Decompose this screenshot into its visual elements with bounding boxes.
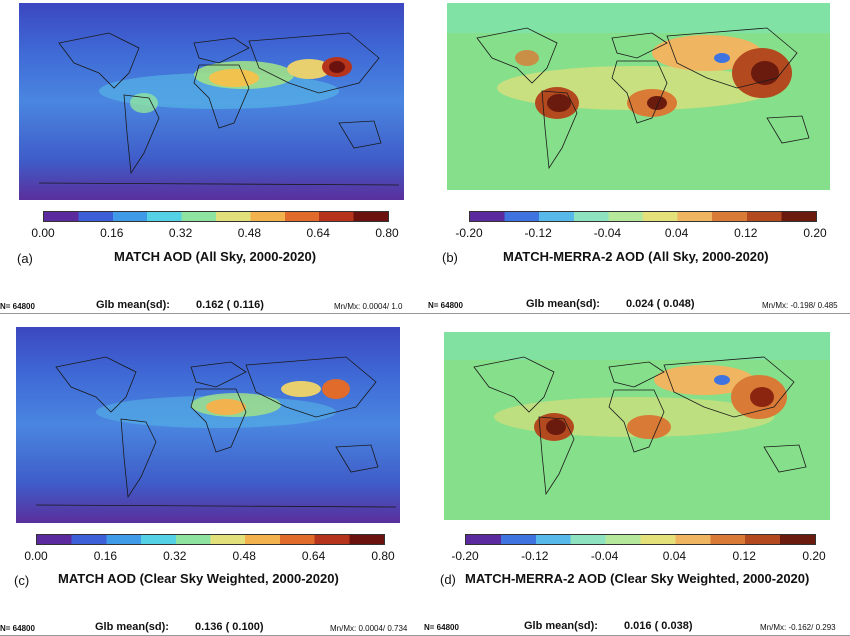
tick-label: 0.80 [375, 226, 399, 240]
sample-count: N= 64800 [0, 624, 35, 633]
panel-letter: (b) [442, 250, 458, 265]
tick-label: 0.80 [371, 549, 395, 563]
tick-label: 0.16 [93, 549, 118, 563]
map-c [16, 327, 400, 523]
panel-letter: (a) [17, 251, 33, 266]
tick-label: 0.64 [306, 226, 330, 240]
aod-map-a [19, 3, 404, 200]
map-a [19, 3, 404, 200]
tick-label: 0.32 [163, 549, 187, 563]
colorbar-ticks-c: 0.00 0.16 0.32 0.48 0.64 0.80 [24, 549, 394, 565]
tick-label: 0.16 [100, 226, 124, 240]
colorbar-b [469, 211, 817, 222]
global-mean-value: 0.024 ( 0.048) [626, 298, 695, 310]
aod-map-c [16, 327, 400, 523]
aod-difference-map-d [444, 332, 830, 520]
tick-label: 0.00 [24, 549, 48, 563]
global-mean-value: 0.136 ( 0.100) [195, 621, 264, 633]
panel-title: MATCH AOD (All Sky, 2000-2020) [114, 249, 317, 264]
tick-label: -0.20 [455, 226, 483, 240]
min-max: Mn/Mx: -0.162/ 0.293 [760, 623, 836, 632]
min-max: Mn/Mx: 0.0004/ 1.0 [334, 302, 403, 311]
tick-label: 0.00 [31, 226, 55, 240]
tick-label: 0.32 [168, 226, 193, 240]
panel-title: MATCH AOD (Clear Sky Weighted, 2000-2020… [58, 571, 339, 586]
colorbar-ticks-a: 0.00 0.16 0.32 0.48 0.64 0.80 [31, 226, 398, 242]
map-b [447, 3, 830, 190]
sample-count: N= 64800 [428, 301, 463, 310]
tick-label: 0.04 [662, 549, 687, 563]
global-mean-label: Glb mean(sd): [96, 299, 170, 311]
tick-label: -0.04 [593, 226, 622, 240]
global-mean-label: Glb mean(sd): [526, 298, 600, 310]
tick-label: -0.12 [524, 226, 552, 240]
aod-difference-map-b [447, 3, 830, 190]
tick-label: 0.04 [664, 226, 689, 240]
tick-label: 0.48 [232, 549, 256, 563]
tick-label: 0.20 [803, 226, 827, 240]
colorbar-a [43, 211, 389, 222]
panel-title: MATCH-MERRA-2 AOD (All Sky, 2000-2020) [503, 249, 769, 264]
sample-count: N= 64800 [424, 623, 459, 632]
min-max: Mn/Mx: -0.198/ 0.485 [762, 301, 838, 310]
stats-row-c: N= 64800 Glb mean(sd): 0.136 ( 0.100) Mn… [0, 621, 420, 635]
panel-letter: (d) [440, 572, 456, 587]
global-mean-label: Glb mean(sd): [95, 621, 169, 633]
min-max: Mn/Mx: 0.0004/ 0.734 [330, 624, 408, 633]
stats-row-b: N= 64800 Glb mean(sd): 0.024 ( 0.048) Mn… [420, 298, 850, 312]
tick-label: -0.04 [590, 549, 619, 563]
tick-label: 0.12 [732, 549, 756, 563]
tick-label: 0.48 [237, 226, 262, 240]
colorbar-d [465, 534, 816, 545]
divider [0, 313, 850, 314]
stats-row-d: N= 64800 Glb mean(sd): 0.016 ( 0.038) Mn… [420, 620, 850, 634]
tick-label: 0.20 [802, 549, 826, 563]
tick-label: 0.12 [734, 226, 758, 240]
sample-count: N= 64800 [0, 302, 35, 311]
map-d [444, 332, 830, 520]
global-mean-label: Glb mean(sd): [524, 620, 598, 632]
tick-label: -0.12 [521, 549, 549, 563]
panel-letter: (c) [14, 573, 30, 588]
colorbar-c [36, 534, 385, 545]
global-mean-value: 0.162 ( 0.116) [196, 299, 264, 311]
tick-label: 0.64 [301, 549, 326, 563]
panel-title: MATCH-MERRA-2 AOD (Clear Sky Weighted, 2… [465, 571, 810, 586]
tick-label: -0.20 [451, 549, 479, 563]
global-mean-value: 0.016 ( 0.038) [624, 620, 693, 632]
stats-row-a: N= 64800 Glb mean(sd): 0.162 ( 0.116) Mn… [0, 299, 420, 313]
colorbar-ticks-d: -0.20 -0.12 -0.04 0.04 0.12 0.20 [451, 549, 825, 565]
colorbar-ticks-b: -0.20 -0.12 -0.04 0.04 0.12 0.20 [455, 226, 826, 242]
